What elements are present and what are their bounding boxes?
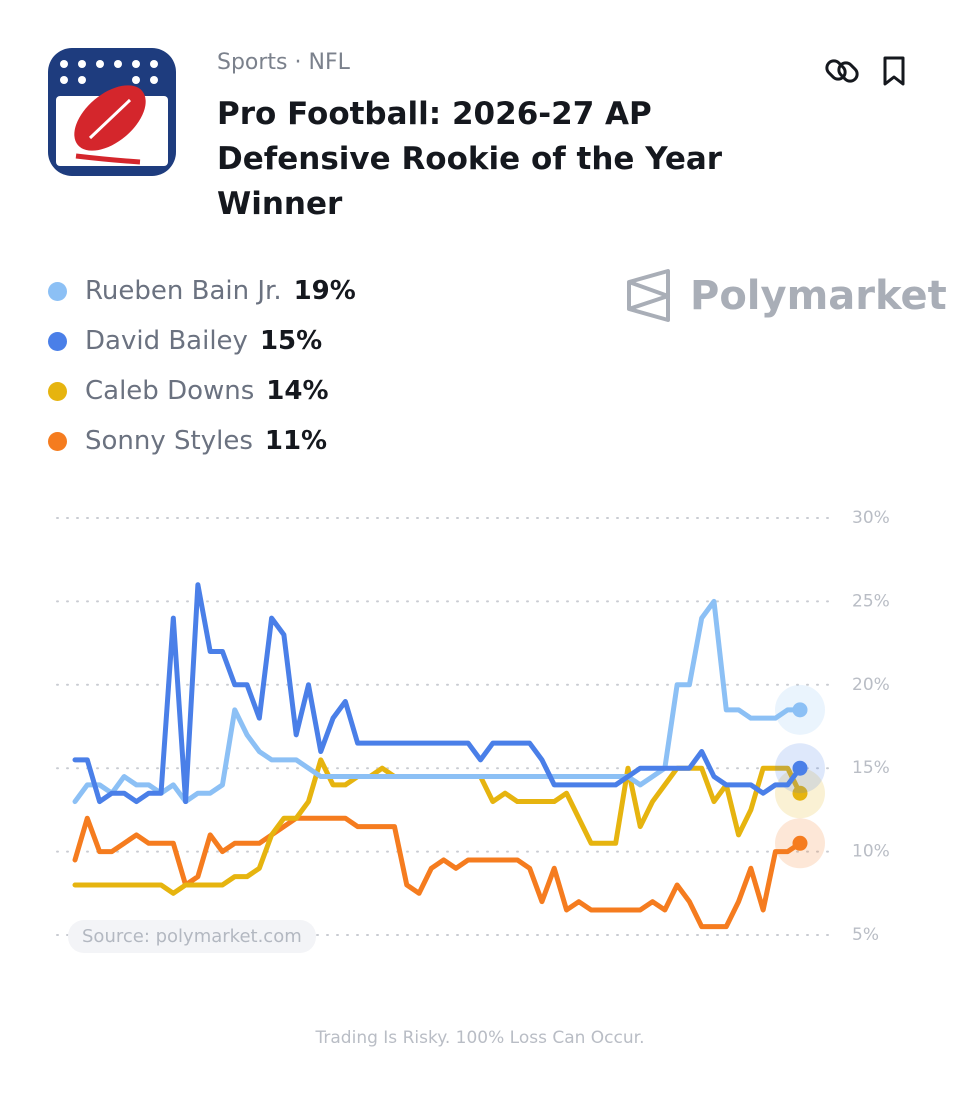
end-dot [792, 835, 808, 851]
legend-entry: David Bailey 15% [48, 316, 356, 366]
y-tick-label: 15% [852, 758, 890, 778]
disclaimer: Trading Is Risky. 100% Loss Can Occur. [315, 1028, 645, 1048]
legend: Rueben Bain Jr. 19% David Bailey 15% Caleb D… [48, 266, 356, 466]
link-icon[interactable] [824, 58, 860, 84]
end-dot [792, 785, 808, 801]
legend-value: 19% [293, 276, 356, 306]
series-line [72, 582, 803, 805]
legend-entry: Sonny Styles 11% [48, 416, 356, 466]
y-tick-label: 20% [852, 675, 890, 695]
legend-value: 14% [266, 376, 329, 406]
legend-name: David Bailey [85, 326, 248, 356]
legend-entry: Rueben Bain Jr. 19% [48, 266, 356, 316]
y-tick-label: 5% [852, 925, 879, 945]
title: Pro Football: 2026-27 AP Defensive Rooki… [217, 96, 723, 222]
series-line [72, 815, 803, 930]
legend-dot [48, 331, 67, 351]
brand-logo [627, 269, 670, 322]
bookmark-icon[interactable] [883, 56, 905, 86]
legend-value: 15% [259, 326, 323, 356]
app-icon [48, 48, 176, 176]
brand-name: Polymarket [690, 273, 947, 319]
end-dot [792, 760, 808, 776]
legend-entry: Caleb Downs 14% [48, 366, 356, 416]
series-line [72, 598, 803, 805]
source: Source: polymarket.com [82, 926, 302, 947]
legend-name: Sonny Styles [85, 426, 253, 456]
y-tick-label: 10% [852, 842, 890, 862]
legend-value: 11% [264, 426, 328, 456]
legend-dot [48, 281, 67, 301]
source-pill [68, 920, 316, 953]
legend-dot [48, 381, 67, 401]
end-dot [792, 702, 808, 718]
legend-dot [48, 431, 67, 451]
category: Sports · NFL [217, 50, 350, 75]
legend-name: Rueben Bain Jr. [85, 276, 282, 306]
legend-name: Caleb Downs [85, 376, 255, 406]
y-tick-label: 25% [852, 591, 890, 611]
y-tick-label: 30% [852, 508, 890, 528]
